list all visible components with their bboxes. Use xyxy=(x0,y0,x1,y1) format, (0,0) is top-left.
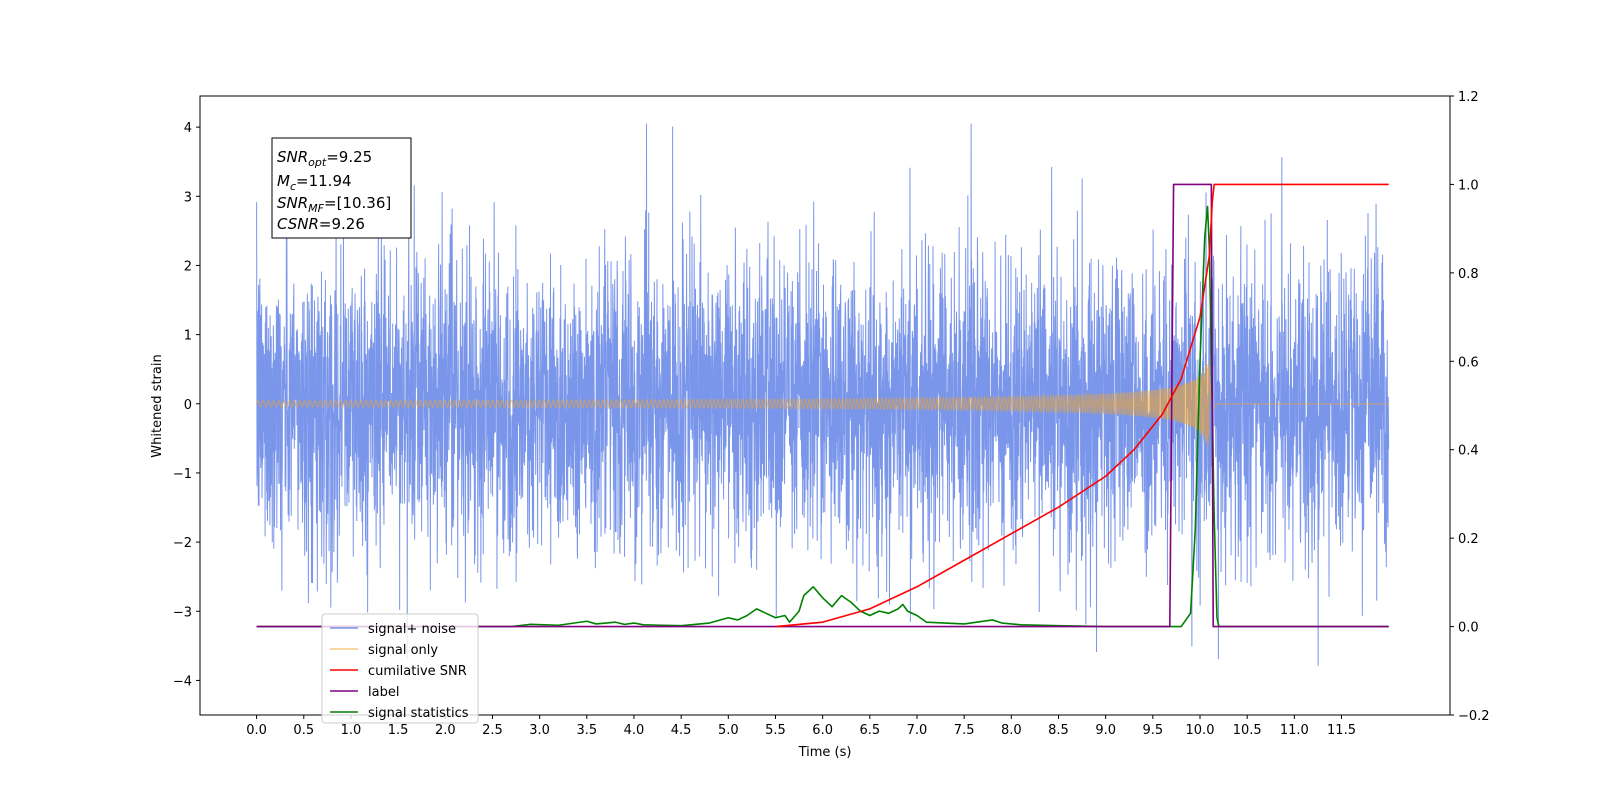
x-tick-label: 2.0 xyxy=(435,723,456,738)
x-tick-label: 6.0 xyxy=(812,723,833,738)
y-right-tick-label: 0.6 xyxy=(1458,355,1479,370)
info-snr-mf: SNRMF=[10.36] xyxy=(277,194,391,215)
x-tick-label: 4.0 xyxy=(624,723,645,738)
x-axis-label: Time (s) xyxy=(798,745,852,760)
signal-only-line xyxy=(256,359,1389,448)
x-tick-label: 9.5 xyxy=(1142,723,1163,738)
x-tick-label: 1.5 xyxy=(388,723,409,738)
right-axis-series xyxy=(256,183,1389,628)
y-left-tick-label: −3 xyxy=(173,605,192,620)
x-tick-label: 8.5 xyxy=(1048,723,1069,738)
x-tick-label: 6.5 xyxy=(859,723,880,738)
y-right-tick-label: 0.0 xyxy=(1458,621,1479,636)
y-right-tick-label: 0.4 xyxy=(1458,444,1479,459)
x-axis-ticks: 0.0 0.5 1.0 1.5 2.0 2.5 3.0 3.5 4.0 4.5 5.0 5.5 6.0 6… xyxy=(246,715,1356,738)
info-snr-opt: SNRopt=9.25 xyxy=(277,148,372,169)
y-left-tick-label: −1 xyxy=(173,467,192,482)
y-axis-right-ticks: −0.2 0.0 0.2 0.4 0.6 0.8 1.0 1.2 xyxy=(1450,90,1490,724)
x-tick-label: 11.5 xyxy=(1327,723,1356,738)
x-tick-label: 3.5 xyxy=(576,723,597,738)
y-left-tick-label: 1 xyxy=(184,329,192,344)
cumilative-snr-line xyxy=(775,183,1389,628)
y-right-tick-label: −0.2 xyxy=(1458,709,1490,724)
legend-label-label: label xyxy=(368,685,399,700)
plot-frame xyxy=(199,95,1451,716)
x-tick-label: 3.0 xyxy=(529,723,550,738)
x-tick-label: 1.0 xyxy=(341,723,362,738)
x-tick-label: 11.0 xyxy=(1280,723,1309,738)
x-tick-label: 2.5 xyxy=(482,723,503,738)
info-box: SNRopt=9.25 Mc=11.94 SNRMF=[10.36] CSNR=… xyxy=(271,137,412,239)
y-right-tick-label: 0.2 xyxy=(1458,532,1479,547)
y-right-tick-label: 1.0 xyxy=(1458,178,1479,193)
signal-noise-line xyxy=(256,123,1390,666)
x-tick-label: 0.5 xyxy=(293,723,314,738)
y-left-tick-label: 0 xyxy=(184,398,192,413)
y-left-tick-label: 3 xyxy=(184,190,192,205)
legend: signal+ noise signal only cumilative SNR la… xyxy=(321,613,479,724)
legend-items: signal+ noise signal only cumilative SNR la… xyxy=(330,622,469,721)
x-tick-label: 9.0 xyxy=(1095,723,1116,738)
y-left-tick-label: 4 xyxy=(184,121,192,136)
y-right-tick-label: 1.2 xyxy=(1458,90,1479,105)
x-tick-label: 5.0 xyxy=(718,723,739,738)
x-tick-label: 5.5 xyxy=(765,723,786,738)
info-csnr: CSNR=9.26 xyxy=(277,215,365,233)
y-axis-left-ticks: −4 −3 −2 −1 0 1 2 3 4 xyxy=(173,121,200,689)
legend-label-signal-noise: signal+ noise xyxy=(368,622,456,637)
x-tick-label: 7.5 xyxy=(954,723,975,738)
legend-label-cumilative-snr: cumilative SNR xyxy=(368,664,467,679)
y-left-tick-label: −4 xyxy=(173,674,192,689)
legend-frame xyxy=(321,613,479,724)
info-mc: Mc=11.94 xyxy=(277,172,352,193)
y-axis-label: Whitened strain xyxy=(150,354,165,457)
x-tick-label: 10.0 xyxy=(1186,723,1215,738)
label-line xyxy=(256,183,1389,628)
legend-label-signal-only: signal only xyxy=(368,643,438,658)
y-left-tick-label: 2 xyxy=(184,259,192,274)
y-left-tick-label: −2 xyxy=(173,536,192,551)
x-tick-label: 7.0 xyxy=(907,723,928,738)
x-tick-label: 4.5 xyxy=(671,723,692,738)
y-right-tick-label: 0.8 xyxy=(1458,267,1479,282)
series-signal-noise xyxy=(256,123,1390,666)
x-tick-label: 0.0 xyxy=(246,723,267,738)
x-tick-label: 10.5 xyxy=(1233,723,1262,738)
info-box-frame xyxy=(271,137,412,239)
legend-label-signal-statistics: signal statistics xyxy=(368,706,469,721)
x-tick-label: 8.0 xyxy=(1001,723,1022,738)
series-signal-only xyxy=(256,359,1389,448)
